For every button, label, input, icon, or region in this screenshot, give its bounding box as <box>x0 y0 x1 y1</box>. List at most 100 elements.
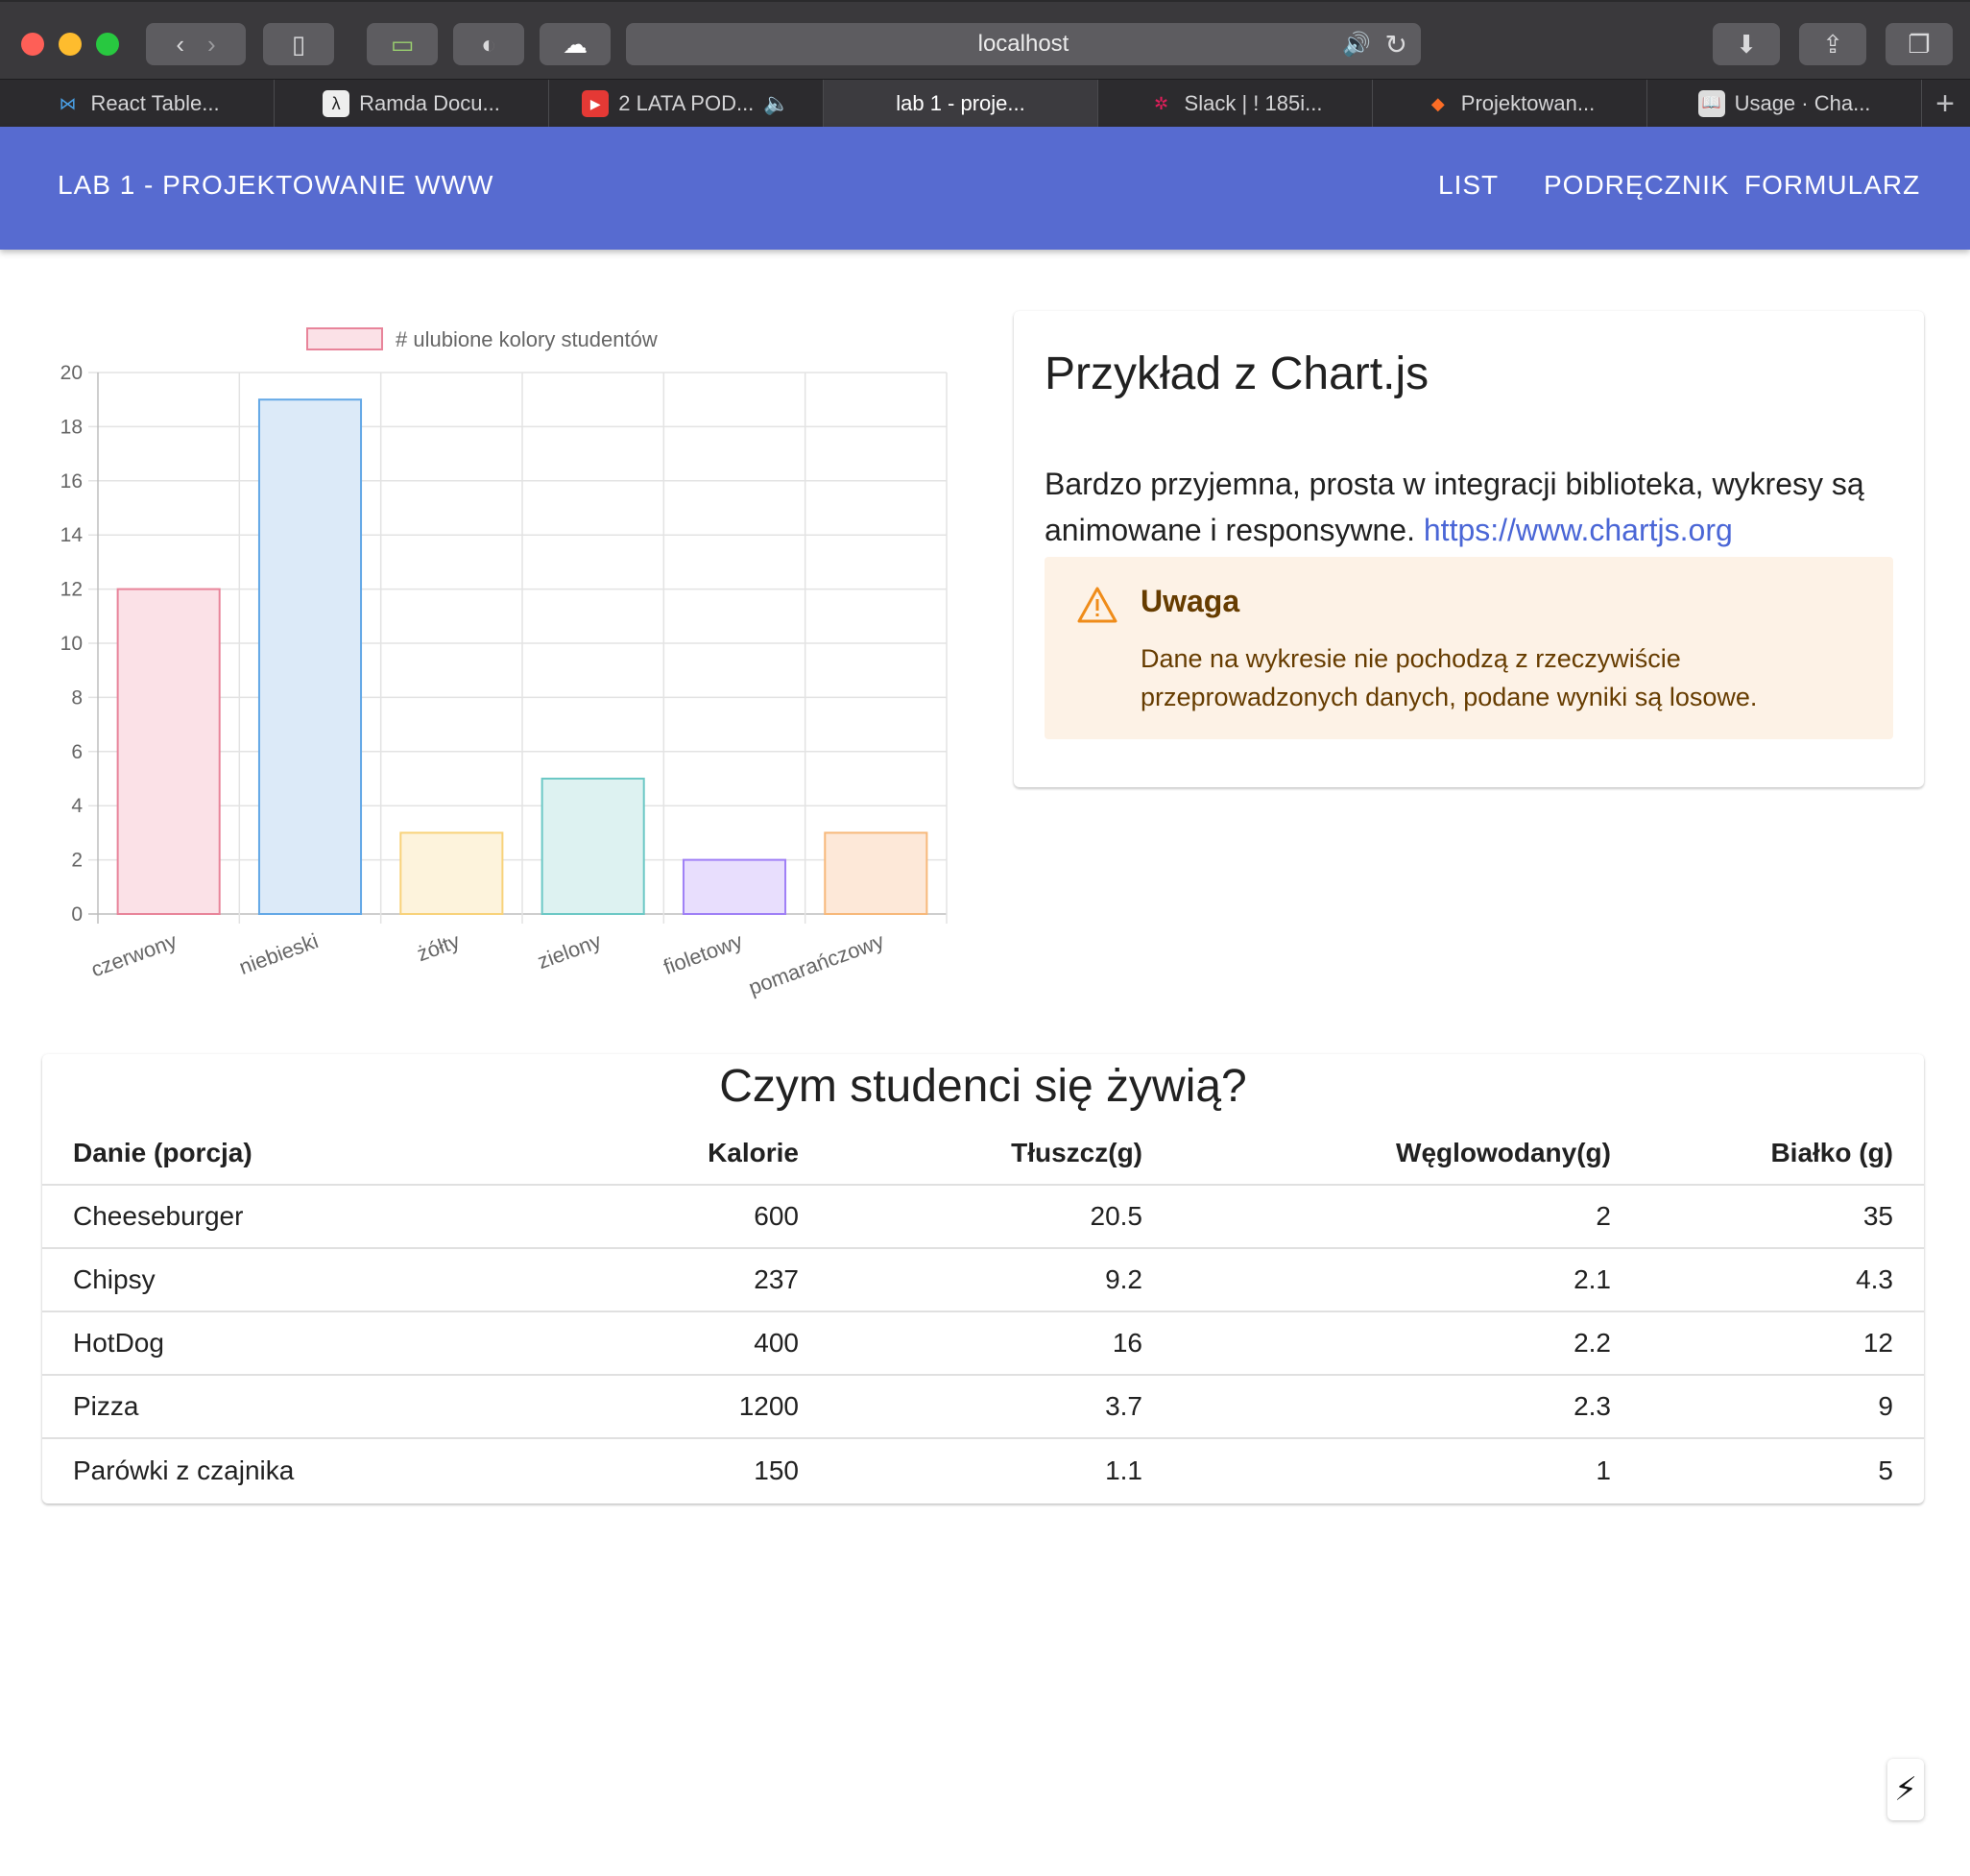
cell-calories: 600 <box>541 1185 829 1249</box>
downloads-button[interactable]: ⬇ <box>1713 23 1780 65</box>
tab-gitlab[interactable]: ◆ Projektowan... <box>1373 80 1647 128</box>
app-title[interactable]: LAB 1 - PROJEKTOWANIE WWW <box>58 170 494 200</box>
tab-ramda-docs[interactable]: λ Ramda Docu... <box>275 80 549 128</box>
cell-carbs: 2.1 <box>1173 1248 1642 1312</box>
bar-niebieski <box>257 398 363 915</box>
slack-icon: ✲ <box>1154 94 1169 113</box>
header-carbs: Węglowodany(g) <box>1173 1121 1642 1186</box>
bar-pomarańczowy <box>824 831 928 916</box>
nav-podrecznik[interactable]: PODRĘCZNIK <box>1544 170 1730 200</box>
tab-react-table[interactable]: ⋈ React Table... <box>0 80 275 128</box>
privacy-button[interactable]: ◐ <box>453 23 524 65</box>
tab-chartjs-usage[interactable]: 📖 Usage · Cha... <box>1647 80 1922 128</box>
cell-calories: 150 <box>754 1455 799 1485</box>
warning-icon <box>1077 587 1117 623</box>
audio-playing-icon[interactable]: 🔈 <box>763 91 790 115</box>
x-tick-label: czerwony <box>88 928 180 981</box>
screen-icon: ▭ <box>390 29 415 59</box>
warning-alert: Uwaga Dane na wykresie nie pochodzą z rz… <box>1045 557 1893 739</box>
cell-protein: 4.3 <box>1642 1248 1924 1312</box>
reload-icon[interactable]: ↻ <box>1384 30 1407 60</box>
cell-calories: 400 <box>541 1311 829 1376</box>
lightning-icon[interactable]: ⚡ <box>1887 1759 1924 1820</box>
tab-lab1[interactable]: lab 1 - proje... <box>824 80 1098 128</box>
tab-bar: ⋈ React Table... λ Ramda Docu... ▶ 2 LAT… <box>0 79 1970 128</box>
cell-carbs: 2.3 <box>1173 1375 1642 1439</box>
tab-overview-button[interactable]: ❐ <box>1886 23 1953 65</box>
speaker-icon[interactable]: 🔊 <box>1342 32 1371 58</box>
header-dish: Danie (porcja) <box>42 1121 541 1186</box>
alert-title: Uwaga <box>1141 584 1240 618</box>
y-tick-label: 18 <box>60 416 83 438</box>
shield-icon: ◐ <box>481 29 496 59</box>
cloud-icon: ☁ <box>563 29 588 59</box>
y-tick-label: 8 <box>71 686 83 709</box>
table-row: Pizza 1200 3.7 2.3 9 <box>42 1375 1924 1439</box>
gitlab-icon: ◆ <box>1430 94 1445 113</box>
browser-toolbar: ‹ › ▯ ▭ ◐ ☁ localhost 🔊 ↻ ⬇ ⇪ ❐ <box>0 0 1970 79</box>
info-card: Przykład z Chart.js Bardzo przyjemna, pr… <box>1014 311 1924 787</box>
bar-zielony <box>541 778 645 915</box>
new-tab-button[interactable]: + <box>1935 84 1955 122</box>
x-tick-label: zielony <box>534 928 604 974</box>
header-calories: Kalorie <box>541 1121 829 1186</box>
table-row: Parówki z czajnika 150 1.1 1 5 <box>42 1438 1924 1502</box>
y-tick-label: 10 <box>60 633 83 655</box>
icloud-button[interactable]: ☁ <box>540 23 611 65</box>
y-tick-label: 2 <box>71 850 83 872</box>
chartjs-link[interactable]: https://www.chartjs.org <box>1423 513 1733 547</box>
cell-protein: 9 <box>1642 1375 1924 1439</box>
food-table: Danie (porcja) Kalorie Tłuszcz(g) Węglow… <box>42 1121 1924 1502</box>
cell-fat: 16 <box>829 1311 1173 1376</box>
nav-list[interactable]: LIST <box>1438 170 1500 200</box>
sidebar-icon: ▯ <box>291 29 306 59</box>
y-tick-label: 6 <box>71 741 83 763</box>
tabs-icon: ❐ <box>1908 29 1931 59</box>
cell-carbs: 2.2 <box>1173 1311 1642 1376</box>
ramda-icon: λ <box>323 90 350 117</box>
y-tick-label: 0 <box>71 903 83 926</box>
header-fat: Tłuszcz(g) <box>829 1121 1173 1186</box>
tab-slack[interactable]: ✲ Slack | ! 185i... <box>1098 80 1373 128</box>
cell-dish: Chipsy <box>42 1248 541 1312</box>
url-text: localhost <box>977 31 1069 57</box>
y-tick-label: 4 <box>71 795 83 817</box>
y-tick-label: 12 <box>60 579 83 601</box>
extension-button[interactable]: ▭ <box>367 23 438 65</box>
card-body: Bardzo przyjemna, prosta w integracji bi… <box>1045 461 1899 553</box>
y-tick-label: 14 <box>60 524 84 546</box>
share-button[interactable]: ⇪ <box>1799 23 1866 65</box>
bar-czerwony <box>116 588 221 915</box>
address-bar[interactable]: localhost 🔊 ↻ <box>626 23 1421 65</box>
x-tick-label: niebieski <box>236 928 322 979</box>
tab-youtube[interactable]: ▶ 2 LATA POD... 🔈 <box>549 80 824 128</box>
food-table-card: Czym studenci się żywią? Danie (porcja) … <box>42 1054 1924 1503</box>
table-row: Chipsy 237 9.2 2.1 4.3 <box>42 1248 1924 1312</box>
tab-label: React Table... <box>90 91 220 115</box>
cell-carbs: 1 <box>1596 1455 1611 1485</box>
cell-dish: Cheeseburger <box>42 1185 541 1249</box>
book-icon: 📖 <box>1697 90 1725 117</box>
bar-fioletowy <box>682 858 787 915</box>
tab-label: lab 1 - proje... <box>896 91 1025 115</box>
table-row: Cheeseburger 600 20.5 2 35 <box>42 1185 1924 1249</box>
table-row: HotDog 400 16 2.2 12 <box>42 1311 1924 1376</box>
back-forward-group: ‹ › <box>146 23 246 65</box>
tab-label: 2 LATA POD... <box>618 91 755 115</box>
tab-label: Slack | ! 185i... <box>1184 91 1323 115</box>
sidebar-toggle-button[interactable]: ▯ <box>263 23 334 65</box>
card-text: Bardzo przyjemna, prosta w integracji bi… <box>1045 467 1864 547</box>
table-title: Czym studenci się żywią? <box>719 1061 1247 1112</box>
legend-label: # ulubione kolory studentów <box>396 327 658 351</box>
y-tick-label: 20 <box>60 362 83 384</box>
forward-icon[interactable]: › <box>207 29 216 59</box>
close-window-button[interactable] <box>21 33 44 56</box>
back-icon[interactable]: ‹ <box>176 29 184 59</box>
y-tick-label: 16 <box>60 470 83 493</box>
zoom-window-button[interactable] <box>96 33 119 56</box>
x-tick-label: pomarańczowy <box>745 928 887 999</box>
nav-formularz[interactable]: FORMULARZ <box>1744 170 1921 200</box>
alert-message: Dane na wykresie nie pochodzą z rzeczywi… <box>1141 644 1758 711</box>
minimize-window-button[interactable] <box>59 33 82 56</box>
cell-dish: Parówki z czajnika <box>73 1455 295 1485</box>
